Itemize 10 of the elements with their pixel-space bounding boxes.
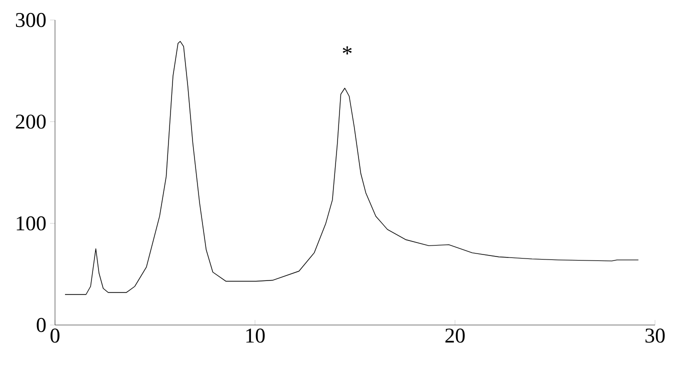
x-tick-label: 30 — [646, 328, 665, 343]
y-tick-label: 300 — [16, 12, 46, 28]
y-tick-label: 200 — [16, 114, 46, 129]
line-series — [64, 41, 639, 295]
annotation: * — [342, 46, 352, 54]
y-tick-label: 0 — [36, 318, 46, 332]
x-tick-label: 0 — [50, 328, 60, 343]
x-tick-label: 10 — [246, 328, 265, 343]
y-tick-label: 100 — [16, 216, 46, 230]
x-tick-label: 20 — [445, 328, 465, 343]
